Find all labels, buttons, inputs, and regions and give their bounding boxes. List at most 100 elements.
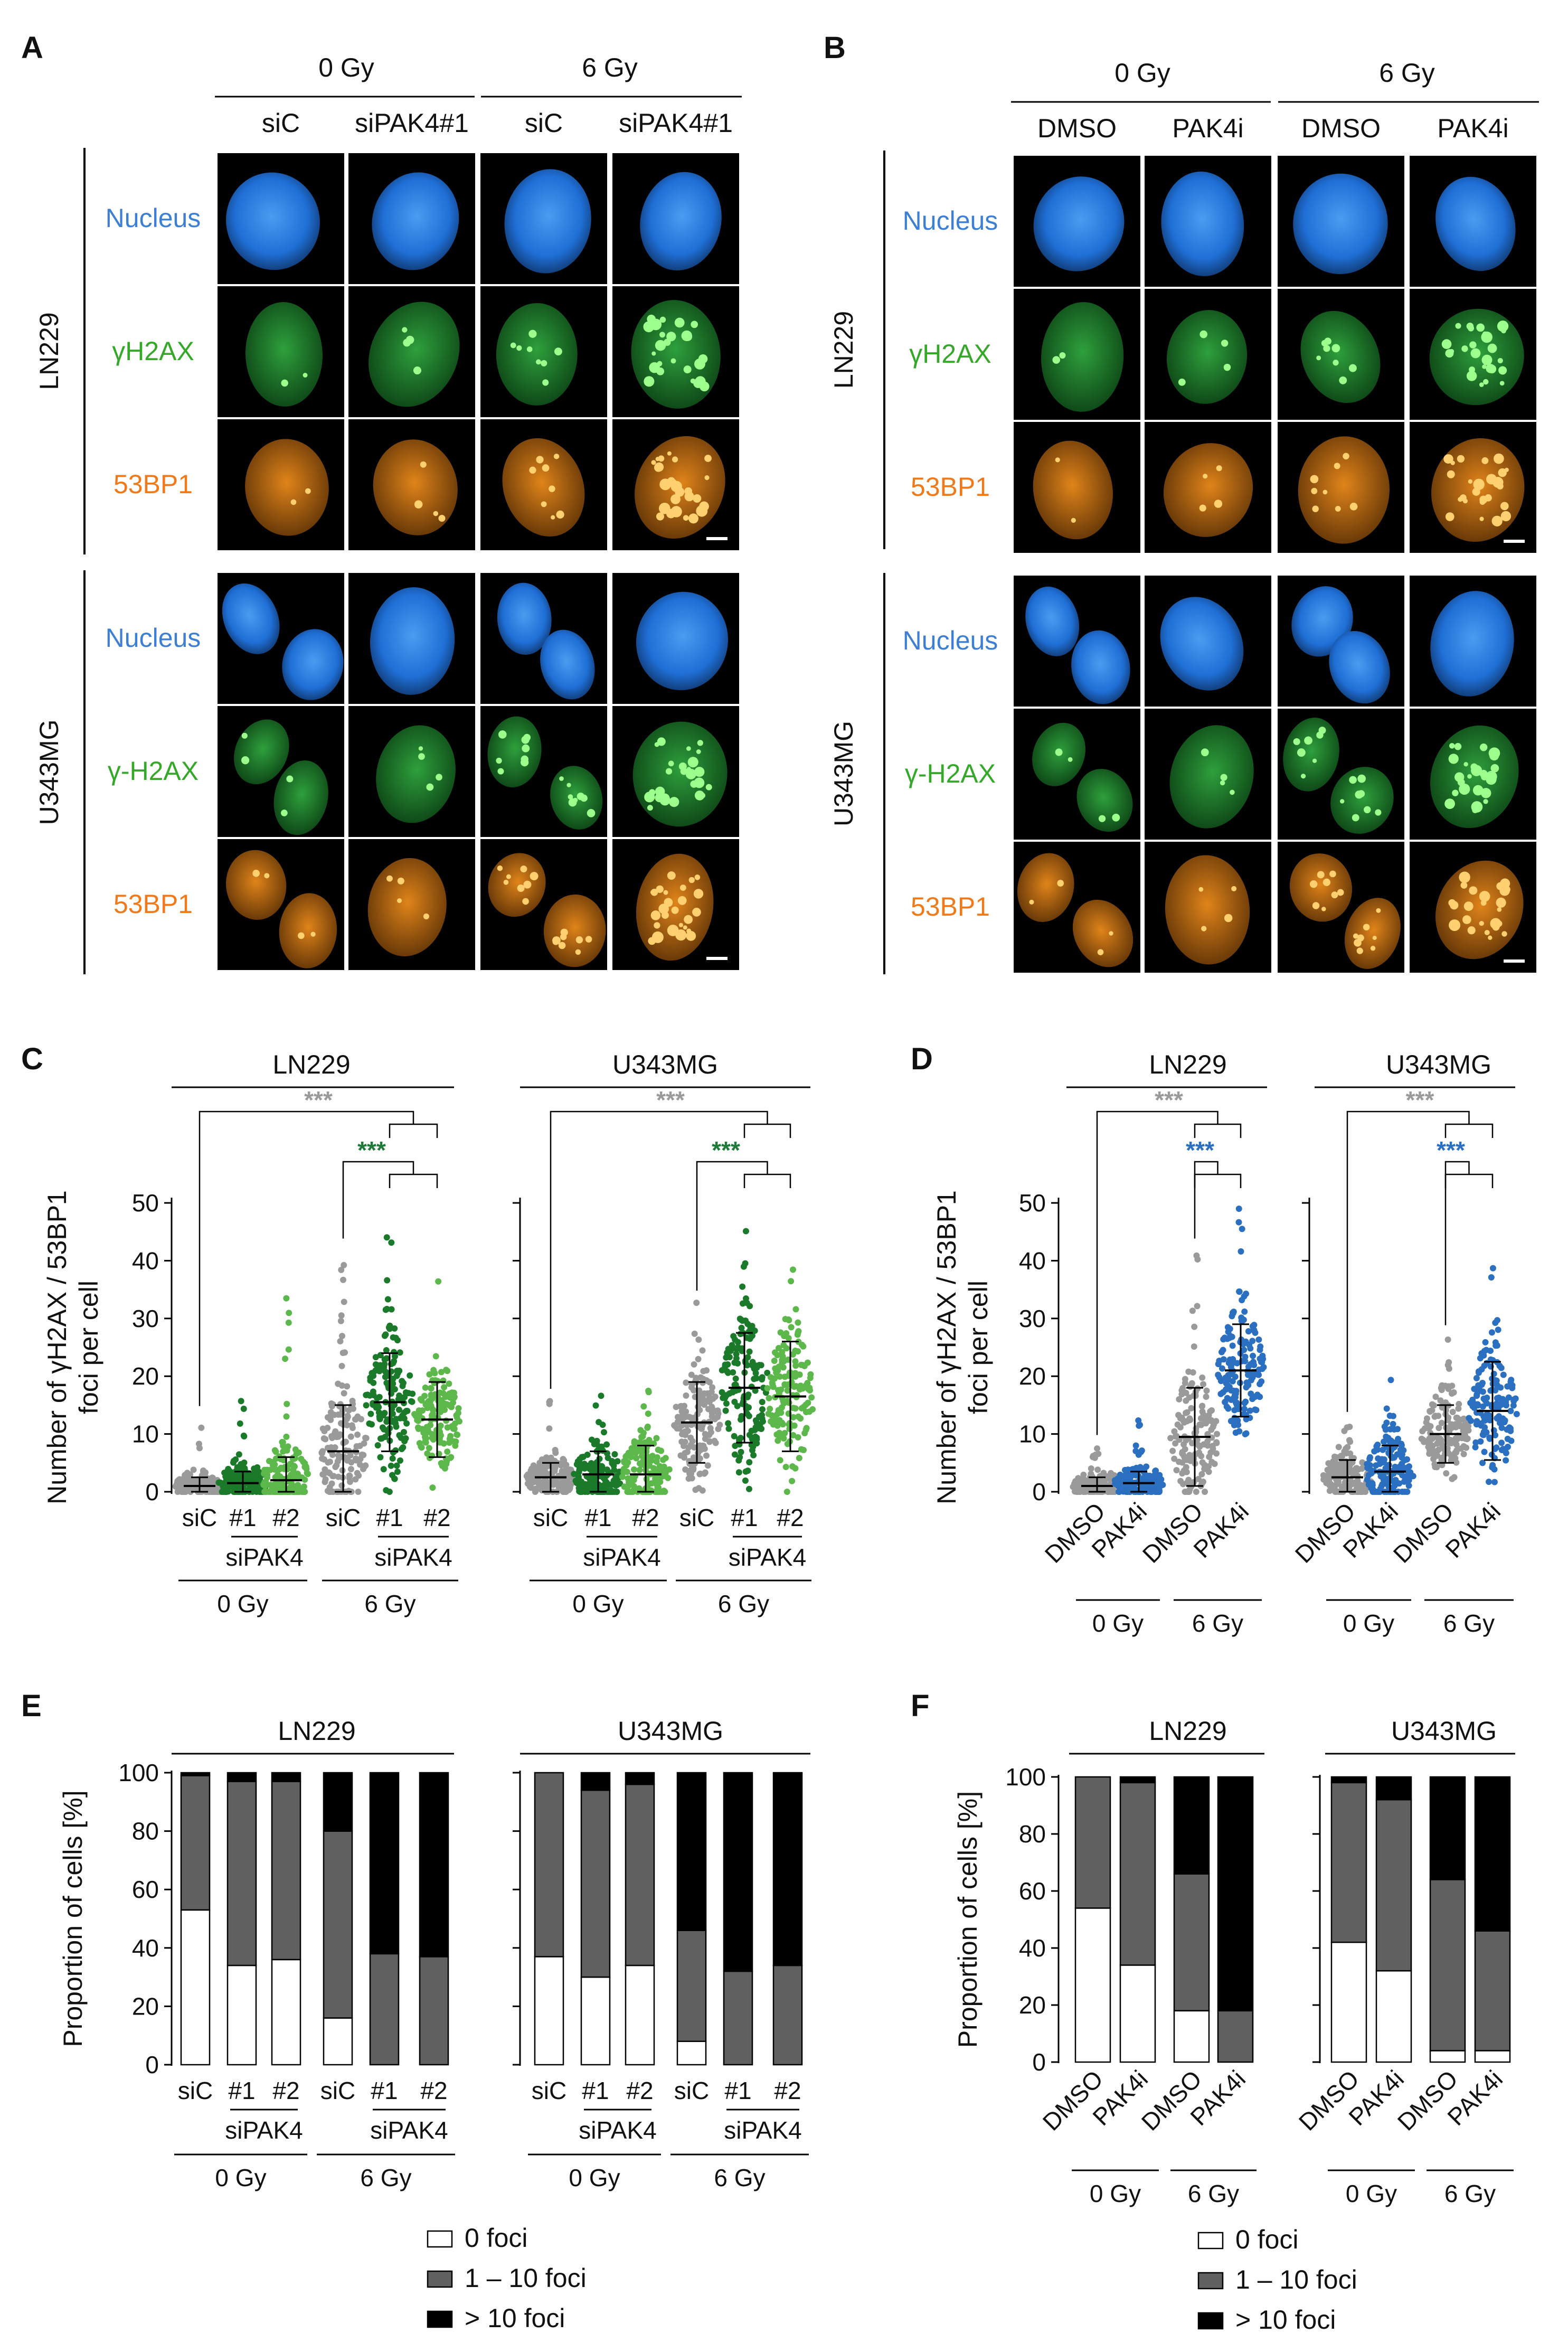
data-point xyxy=(731,1451,738,1458)
focus-spot xyxy=(541,501,547,507)
bar-segment xyxy=(1119,1964,1156,2063)
data-point xyxy=(437,1402,443,1409)
legend-swatch xyxy=(427,2310,453,2328)
data-point xyxy=(765,1410,772,1417)
data-point xyxy=(1203,1387,1210,1394)
focus-spot xyxy=(529,466,536,474)
data-point xyxy=(1213,1418,1220,1425)
data-point xyxy=(282,1356,289,1362)
focus-spot xyxy=(658,904,669,914)
nucleus-shape xyxy=(1163,443,1253,537)
y-tick-label: 40 xyxy=(1019,1247,1046,1274)
data-point xyxy=(382,1306,389,1313)
data-point xyxy=(441,1384,448,1391)
focus-spot xyxy=(694,874,701,880)
data-point xyxy=(524,1480,531,1487)
micrograph-tile xyxy=(1145,842,1271,973)
data-point xyxy=(438,1369,445,1376)
data-point xyxy=(1183,1409,1189,1416)
nucleus-shape xyxy=(504,169,591,274)
data-point xyxy=(740,1263,747,1270)
data-point xyxy=(1171,1455,1178,1462)
series-4-points xyxy=(363,1234,416,1495)
data-point xyxy=(737,1331,744,1338)
focus-spot xyxy=(663,890,668,895)
data-point xyxy=(394,1370,401,1377)
series-1-points xyxy=(1111,1417,1166,1495)
data-point xyxy=(403,1407,410,1414)
x-tick-label: DMSO xyxy=(1137,1497,1208,1568)
data-point xyxy=(318,1450,325,1457)
nucleus-shape xyxy=(497,582,552,655)
data-point xyxy=(560,1456,566,1463)
data-point xyxy=(592,1467,599,1474)
significance-bracket xyxy=(1096,1111,1218,1435)
data-point xyxy=(376,1368,383,1375)
focus-spot xyxy=(683,925,687,930)
scatter-group: U343MG siC #1 #2 siC #1 #2 siPAK4 siPAK4 0 Gy 6 Gy… xyxy=(513,1050,816,1617)
data-point xyxy=(1198,1471,1205,1478)
focus-spot xyxy=(1231,886,1237,891)
data-point xyxy=(1218,1349,1225,1356)
data-point xyxy=(381,1332,388,1339)
data-point xyxy=(688,1371,695,1378)
bar-segment xyxy=(271,1959,301,2066)
data-point xyxy=(1486,1479,1493,1485)
data-point xyxy=(776,1373,783,1380)
bar-segment xyxy=(323,1830,353,2019)
nucleus-shape xyxy=(1033,176,1125,271)
data-point xyxy=(1217,1378,1224,1385)
data-point xyxy=(1444,1336,1451,1343)
data-point xyxy=(1172,1433,1179,1440)
data-point xyxy=(363,1391,370,1398)
data-point xyxy=(1394,1451,1401,1458)
nucleus-shape xyxy=(372,172,459,270)
focus-spot xyxy=(1321,340,1328,347)
data-point xyxy=(1125,1466,1131,1473)
data-point xyxy=(1493,1377,1500,1384)
focus-spot xyxy=(651,931,664,943)
data-point xyxy=(349,1424,356,1431)
sirna-label: siPAK4 xyxy=(370,2116,448,2144)
chart-panel-e: Proportion of cells [%] 0 20 40 60 80 100 LN229… xyxy=(58,1716,810,2333)
data-point xyxy=(1199,1408,1206,1415)
data-point xyxy=(285,1346,292,1353)
data-point xyxy=(1443,1470,1450,1477)
series-3-points xyxy=(318,1262,370,1495)
data-point xyxy=(806,1408,813,1415)
data-point xyxy=(1390,1420,1396,1427)
data-point xyxy=(640,1403,647,1410)
data-point xyxy=(695,1356,702,1362)
data-point xyxy=(1398,1465,1405,1472)
data-point xyxy=(1169,1447,1176,1454)
data-point xyxy=(1252,1394,1259,1400)
data-point xyxy=(1249,1338,1256,1344)
micrograph-tile xyxy=(480,839,607,970)
bar-segment xyxy=(534,1956,564,2066)
focus-spot xyxy=(674,317,685,328)
micrograph-tile xyxy=(218,706,344,837)
focus-spot xyxy=(497,865,503,871)
data-point xyxy=(791,1384,798,1390)
data-point xyxy=(598,1463,605,1470)
data-point xyxy=(1197,1415,1204,1422)
nucleus-shape xyxy=(222,583,280,654)
bar-segment xyxy=(226,1781,257,1966)
stacked-bar xyxy=(723,1772,753,2066)
data-point xyxy=(1114,1480,1121,1486)
focus-spot xyxy=(552,936,561,945)
data-point xyxy=(1479,1388,1486,1395)
data-point xyxy=(1179,1459,1186,1466)
data-point xyxy=(789,1478,796,1484)
stacked-bar xyxy=(226,1772,257,2066)
data-point xyxy=(357,1455,364,1462)
data-point xyxy=(286,1310,292,1316)
data-point xyxy=(704,1462,711,1469)
focus-spot xyxy=(587,809,596,817)
micrograph-tile xyxy=(1410,156,1536,287)
data-point xyxy=(355,1489,362,1495)
data-point xyxy=(552,1450,559,1456)
focus-spot xyxy=(1449,743,1455,749)
channel-label: 53BP1 xyxy=(911,472,990,502)
data-point xyxy=(1399,1454,1405,1461)
